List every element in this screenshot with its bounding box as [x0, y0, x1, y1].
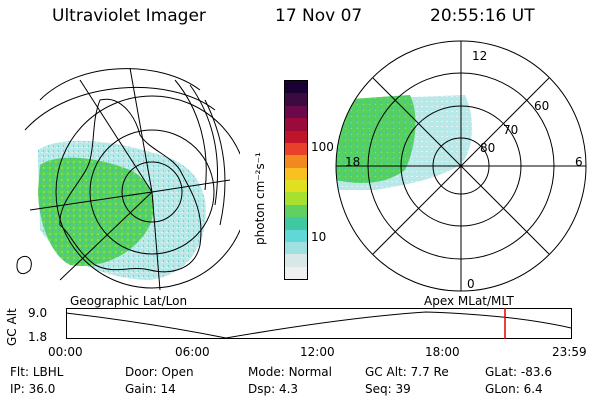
continent-outline	[59, 98, 202, 273]
colorbar-band	[285, 266, 307, 279]
mlt-grid	[335, 40, 587, 292]
colorbar-band	[285, 130, 307, 143]
info-glat: GLat: -83.6	[485, 365, 552, 379]
info-mode: Mode: Normal	[248, 365, 332, 379]
info-door: Door: Open	[125, 365, 194, 379]
info-gcalt: GC Alt: 7.7 Re	[365, 365, 449, 379]
time-label: 20:55:16 UT	[430, 6, 535, 26]
right-map-caption: Apex MLat/MLT	[424, 294, 514, 308]
date-label: 17 Nov 07	[275, 6, 363, 26]
island-outline	[16, 255, 32, 275]
mlt-label-18: 18	[345, 155, 360, 169]
colorbar-band	[285, 192, 307, 205]
colorbar-band	[285, 105, 307, 119]
colorbar-band	[285, 229, 307, 242]
altitude-ylabel: GC Alt	[5, 308, 19, 346]
info-flt: Flt: LBHL	[10, 365, 64, 379]
colorbar-band	[285, 93, 307, 106]
colorbar-tick-10: 10	[311, 230, 327, 244]
colorbar-label: photon cm⁻²s⁻¹	[253, 152, 267, 245]
mlt-label-12: 12	[472, 49, 487, 63]
apex-map: 12 18 6 0 60 70 80	[335, 40, 587, 292]
colorbar-band	[285, 81, 307, 94]
aurora-image-left	[38, 140, 206, 280]
altitude-plot	[66, 308, 572, 339]
mlt-label-0: 0	[467, 277, 475, 291]
colorbar-band	[285, 241, 307, 255]
altitude-curve	[66, 311, 572, 339]
colorbar-band	[285, 217, 307, 230]
time-tick-1800: 18:00	[425, 345, 460, 359]
info-ip: IP: 36.0	[10, 382, 56, 396]
mlat-label-80: 80	[480, 141, 495, 155]
altitude-ytick-9: 9.0	[28, 306, 48, 320]
colorbar-band	[285, 155, 307, 168]
left-map-caption: Geographic Lat/Lon	[70, 294, 188, 308]
instrument-title: Ultraviolet Imager	[52, 6, 206, 26]
colorbar-band	[285, 167, 307, 180]
colorbar-tick-100: 100	[311, 140, 334, 154]
info-dsp: Dsp: 4.3	[248, 382, 299, 396]
colorbar-band	[285, 204, 307, 218]
info-glon: GLon: 6.4	[485, 382, 543, 396]
info-seq: Seq: 39	[365, 382, 411, 396]
colorbar-band	[285, 180, 307, 193]
info-gain: Gain: 14	[125, 382, 176, 396]
time-tick-0000: 00:00	[48, 345, 83, 359]
altitude-ytick-1: 1.8	[28, 330, 48, 344]
time-tick-2359: 23:59	[552, 345, 587, 359]
altitude-frame	[66, 308, 572, 339]
time-tick-0600: 06:00	[175, 345, 210, 359]
colorbar-band	[285, 118, 307, 131]
colorbar-band	[285, 254, 307, 267]
mlt-label-6: 6	[575, 155, 583, 169]
latlon-grid	[24, 67, 240, 291]
mlat-label-70: 70	[503, 123, 518, 137]
colorbar	[284, 80, 308, 280]
mlat-label-60: 60	[534, 99, 549, 113]
time-tick-1200: 12:00	[300, 345, 335, 359]
colorbar-band	[285, 142, 307, 156]
geographic-map	[16, 67, 240, 291]
